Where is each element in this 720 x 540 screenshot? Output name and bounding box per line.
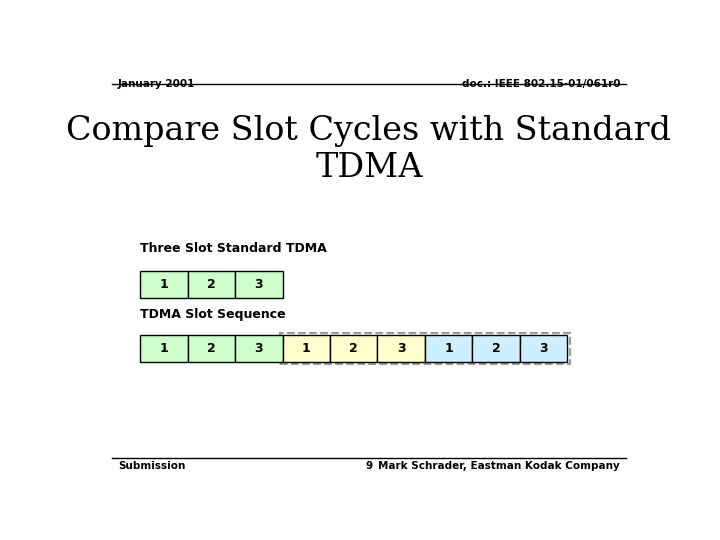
FancyBboxPatch shape [282, 335, 330, 362]
FancyBboxPatch shape [377, 335, 425, 362]
FancyBboxPatch shape [425, 335, 472, 362]
Text: January 2001: January 2001 [118, 79, 195, 89]
FancyBboxPatch shape [472, 335, 520, 362]
Text: Three Slot Standard TDMA: Three Slot Standard TDMA [140, 241, 327, 254]
FancyBboxPatch shape [235, 335, 282, 362]
Text: 2: 2 [207, 278, 216, 291]
Text: Compare Slot Cycles with Standard
TDMA: Compare Slot Cycles with Standard TDMA [66, 114, 672, 184]
Text: 1: 1 [302, 342, 310, 355]
Text: Mark Schrader, Eastman Kodak Company: Mark Schrader, Eastman Kodak Company [378, 461, 620, 471]
Text: 2: 2 [492, 342, 500, 355]
FancyBboxPatch shape [140, 271, 188, 298]
Text: 2: 2 [207, 342, 216, 355]
Text: 3: 3 [397, 342, 405, 355]
Text: 1: 1 [444, 342, 453, 355]
Text: 3: 3 [539, 342, 548, 355]
Text: Submission: Submission [118, 461, 185, 471]
FancyBboxPatch shape [188, 271, 235, 298]
FancyBboxPatch shape [140, 335, 188, 362]
FancyBboxPatch shape [330, 335, 377, 362]
FancyBboxPatch shape [520, 335, 567, 362]
Text: 1: 1 [160, 278, 168, 291]
Text: 9: 9 [366, 461, 372, 471]
Text: 3: 3 [254, 278, 263, 291]
Text: 1: 1 [160, 342, 168, 355]
Text: 2: 2 [349, 342, 358, 355]
Text: 3: 3 [254, 342, 263, 355]
Text: TDMA Slot Sequence: TDMA Slot Sequence [140, 308, 286, 321]
FancyBboxPatch shape [188, 335, 235, 362]
Text: doc.: IEEE 802.15-01/061r0: doc.: IEEE 802.15-01/061r0 [462, 79, 620, 89]
FancyBboxPatch shape [235, 271, 282, 298]
